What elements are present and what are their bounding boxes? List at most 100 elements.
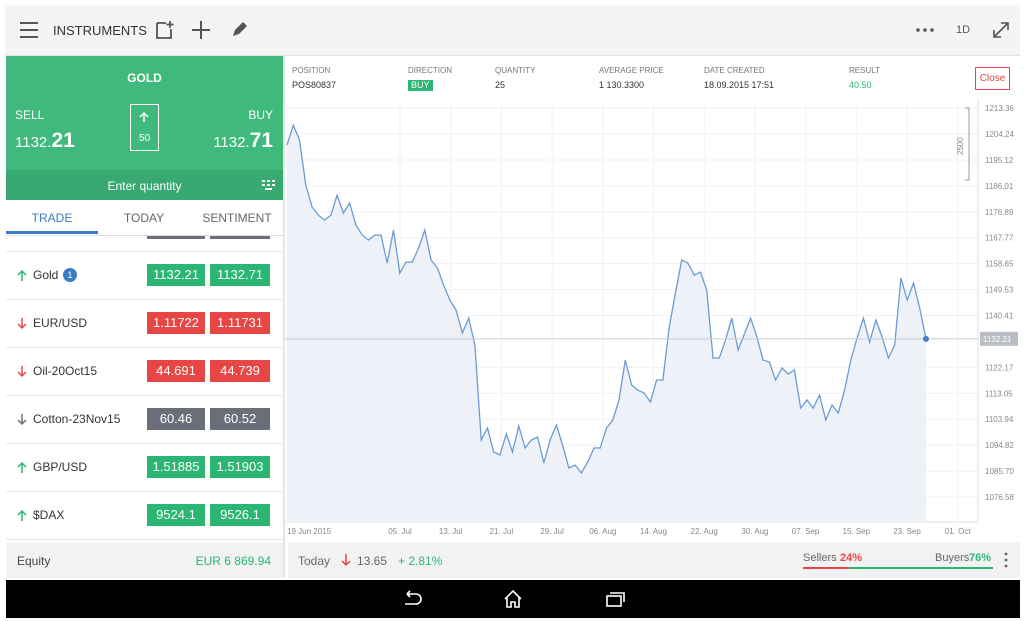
position-header-label: QUANTITY — [495, 66, 536, 75]
y-tick-label: 1103.94 — [985, 415, 1014, 424]
y-tick-label: 1149.53 — [985, 286, 1014, 295]
close-button[interactable]: Close — [975, 67, 1010, 90]
price-area — [287, 125, 926, 522]
direction-arrow — [17, 318, 27, 330]
x-tick-label: 22. Aug — [691, 527, 718, 536]
y-tick-label: 1176.89 — [985, 208, 1014, 217]
tab[interactable]: TODAY — [123, 211, 165, 225]
instrument-name: EUR/USD — [33, 316, 88, 330]
direction-arrow — [17, 509, 27, 521]
tab[interactable]: SENTIMENT — [202, 211, 272, 225]
quantity-input[interactable]: Enter quantity — [6, 170, 283, 200]
position-value: 40.50 — [849, 80, 872, 90]
sentiment-value: 76% — [969, 552, 991, 564]
sell-price[interactable]: 1132.21 — [147, 264, 205, 286]
watchlist-row[interactable]: $DAX 9524.1 9526.1 — [6, 492, 283, 540]
position-value: 25 — [495, 80, 506, 90]
direction-arrow — [17, 366, 27, 378]
add-icon[interactable] — [190, 19, 212, 41]
y-tick-label: 1094.82 — [985, 441, 1014, 450]
current-price-label: 1132.21 — [983, 335, 1012, 344]
watchlist-row[interactable]: EUR/USD 1.11722 1.11731 — [6, 300, 283, 348]
sell-price[interactable]: 9524.1 — [147, 504, 205, 526]
position-header-label: DIRECTION — [408, 66, 452, 75]
arrow-shape — [17, 509, 27, 521]
y-tick-label: 1076.58 — [985, 493, 1014, 502]
summary-label: Today — [298, 554, 331, 568]
x-tick-label: 14. Aug — [640, 527, 667, 536]
partial-row — [6, 236, 283, 252]
watchlist-row[interactable]: Gold 1 1132.21 1132.71 — [6, 252, 283, 300]
price-line — [286, 123, 927, 475]
back-button[interactable] — [401, 590, 423, 608]
buy-price[interactable]: 44.739 — [210, 360, 270, 382]
partial-box — [147, 236, 205, 239]
expand-icon[interactable] — [990, 19, 1012, 41]
buy-price[interactable]: 1132.71 — [213, 130, 273, 151]
plot: 1213.36 1204.24 1195.12 1186.01 1176.89 1167.… — [285, 100, 1020, 542]
tab-bar: TRADE TODAY SENTIMENT — [6, 200, 283, 236]
equity-label: Equity — [17, 554, 51, 568]
spread-arrow — [139, 111, 149, 122]
watchlist-row[interactable]: Cotton-23Nov15 60.46 60.52 — [6, 396, 283, 444]
direction-arrow — [17, 414, 27, 426]
buy-label[interactable]: BUY — [248, 108, 273, 122]
menu-icon[interactable] — [17, 19, 41, 41]
new-window-icon[interactable] — [153, 19, 175, 41]
position-header: Close POSITION POS80837 DIRECTION BUY QUANTI… — [285, 56, 1020, 101]
buy-price-small: 1132. — [213, 134, 250, 151]
watchlist-row[interactable]: GBP/USD 1.51885 1.51903 — [6, 444, 283, 492]
timeframe-button[interactable]: 1D — [956, 24, 971, 36]
tab[interactable]: TRADE — [31, 211, 73, 225]
home-button[interactable] — [502, 589, 524, 609]
position-header-label: RESULT — [849, 66, 880, 75]
x-tick-label: 19 Jun 2015 — [287, 527, 332, 536]
sell-price-large: 21 — [51, 129, 75, 152]
y-tick-label: 1113.05 — [985, 389, 1013, 398]
summary-change: 13.65 — [357, 554, 388, 568]
y-tick-label: 1204.24 — [985, 130, 1014, 139]
position-header-label: AVERAGE PRICE — [599, 66, 664, 75]
keypad-icon[interactable] — [262, 180, 275, 190]
menu-dot — [1004, 558, 1008, 562]
buy-price[interactable]: 1.11731 — [210, 312, 270, 334]
sell-price[interactable]: 1132.21 — [15, 130, 75, 151]
sell-price[interactable]: 1.51885 — [147, 456, 205, 478]
chart-footer: Today 13.65 + 2.81% Sellers 24% Buyers 76% — [288, 542, 1020, 578]
sentiment-bar — [803, 567, 849, 569]
equity-bar: Equity EUR 6 869.94 — [6, 543, 283, 578]
watchlist-row[interactable]: Oil-20Oct15 44.691 44.739 — [6, 348, 283, 396]
direction-arrow — [17, 269, 27, 281]
more-icon[interactable] — [915, 25, 935, 35]
sell-price-small: 1132. — [15, 134, 52, 151]
trade-ticket: GOLD SELL BUY 1132.21 1132.71 50 — [6, 56, 283, 170]
edit-icon[interactable] — [229, 20, 249, 40]
buy-price[interactable]: 1.51903 — [210, 456, 270, 478]
equity-value: EUR 6 869.94 — [195, 554, 271, 568]
sell-price[interactable]: 1.11722 — [147, 312, 205, 334]
divider — [283, 56, 285, 578]
instrument-name: $DAX — [33, 508, 65, 522]
tab-underline — [6, 231, 98, 234]
notification-badge: 1 — [63, 268, 77, 282]
arrow-shape — [17, 318, 27, 330]
buy-price[interactable]: 9526.1 — [210, 504, 270, 526]
arrow-shape — [17, 414, 27, 426]
quantity-placeholder: Enter quantity — [107, 179, 182, 193]
buy-price[interactable]: 60.52 — [210, 408, 270, 430]
chart: 1213.36 1204.24 1195.12 1186.01 1176.89 1167.… — [285, 100, 1020, 542]
scale-label: 2500 — [956, 137, 965, 155]
summary-change-percent: + 2.81% — [398, 554, 443, 568]
arrow-shape — [17, 269, 27, 281]
direction-arrow — [17, 461, 27, 473]
sell-label[interactable]: SELL — [15, 108, 45, 122]
sentiment-value: 24% — [840, 552, 862, 564]
sell-price[interactable]: 60.46 — [147, 408, 205, 430]
y-tick-label: 1085.70 — [985, 467, 1014, 476]
current-price-tag — [980, 331, 1018, 346]
sell-price[interactable]: 44.691 — [147, 360, 205, 382]
buy-price[interactable]: 1132.71 — [210, 264, 270, 286]
recents-button[interactable] — [603, 590, 625, 608]
instrument-name: Cotton-23Nov15 — [33, 412, 121, 426]
